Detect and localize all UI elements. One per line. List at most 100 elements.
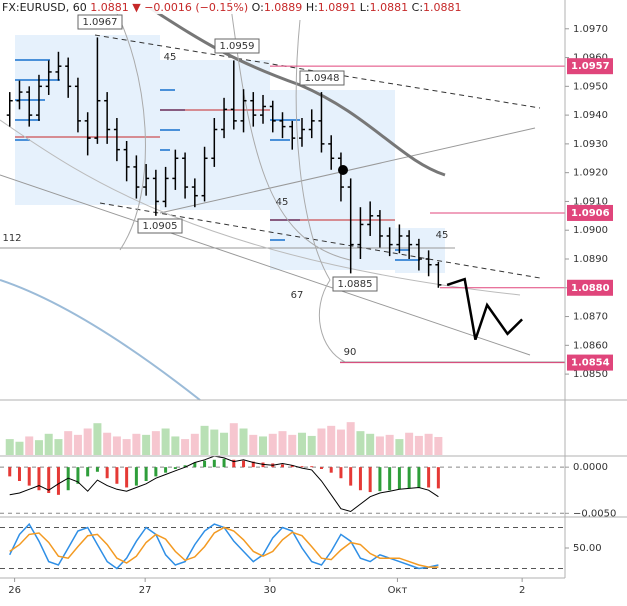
macd-bar [76, 467, 80, 484]
level-label: 1.0854 [571, 358, 610, 369]
volume-bar [5, 439, 14, 455]
macd-bar [290, 465, 294, 468]
y-tick-label: 1.0860 [573, 340, 608, 351]
macd-bar [154, 467, 158, 477]
stoch-line [9, 522, 439, 570]
macd-bar [349, 467, 353, 486]
x-tick-label: 27 [139, 585, 152, 596]
volume-bar [278, 431, 287, 455]
macd-bar [242, 460, 246, 468]
symbol: FX:EURUSD, 60 [2, 1, 87, 14]
volume-bar [356, 431, 365, 455]
time-axis-panel [0, 578, 565, 606]
axes: 1.0850 1.0860 1.0870 1.0880 1.0890 1.0900 1.09… [8, 24, 616, 596]
macd-bar [27, 467, 31, 486]
y-tick-label: 1.0950 [573, 81, 608, 92]
annotation: 1.0948 [305, 73, 340, 84]
volume-bar [151, 431, 160, 455]
macd-bar [407, 467, 411, 489]
macd-bar [164, 467, 168, 473]
annotation: 1.0967 [83, 17, 118, 28]
y-tick-label: 1.0940 [573, 110, 608, 121]
y-tick-label: 1.0930 [573, 139, 608, 150]
macd-bar [427, 467, 431, 488]
macd-bar [378, 467, 382, 492]
volume-bar [395, 439, 404, 455]
plot-area: 1.0967 1.0959 1.0948 1.0905 1.0885 45 45 45 67 90… [0, 14, 565, 570]
volume-bar [103, 432, 112, 455]
volume-bar [229, 423, 238, 455]
close-label: C: [411, 1, 424, 14]
level-label: 1.0906 [571, 208, 610, 219]
annotation: 45 [164, 52, 177, 63]
macd-bar [37, 467, 41, 491]
volume-bar [259, 436, 268, 455]
x-tick-label: 26 [8, 585, 21, 596]
volume-bar [297, 432, 306, 455]
macd-bar [144, 467, 148, 481]
y-tick-label: 1.0890 [573, 254, 608, 265]
annotation: 1.0905 [143, 221, 178, 232]
volume-profile [15, 59, 420, 261]
last-price: 1.0881 [90, 1, 129, 14]
volume-bar [405, 432, 414, 455]
volume-bar [112, 436, 121, 455]
macd-bar [17, 467, 21, 481]
change: −0.0016 (−0.15%) [144, 1, 249, 14]
macd-bar [86, 467, 90, 477]
macd-bar [125, 467, 129, 488]
macd-bar [47, 467, 51, 493]
price-callout-box [137, 218, 183, 234]
volume-bar [346, 422, 355, 455]
y-tick-label: 1.0970 [573, 24, 608, 35]
x-tick-label: 30 [263, 585, 276, 596]
volume-bar [375, 436, 384, 455]
annotation: 90 [344, 347, 357, 358]
annotation: 112 [2, 233, 21, 244]
y-tick-label: 1.0870 [573, 312, 608, 323]
annotation: 67 [291, 290, 304, 301]
volume-bar [44, 433, 53, 455]
macd-bar [95, 467, 99, 472]
axis-panel [565, 0, 627, 606]
volume-bar [249, 434, 258, 455]
y-tick-label: 1.0910 [573, 196, 608, 207]
y-tick-label: 0.0000 [573, 462, 608, 473]
macd-bar [232, 459, 236, 468]
macd-bar [368, 467, 372, 493]
volume-bar [200, 425, 209, 455]
y-tick-label: 1.0920 [573, 168, 608, 179]
y-tick-label: 1.0850 [573, 369, 608, 380]
open-label: O: [251, 1, 264, 14]
change-arrow: ▼ [132, 1, 141, 14]
volume-bar [132, 433, 141, 455]
macd-bar [310, 466, 314, 468]
volume-bar [161, 428, 170, 455]
annotation: 1.0959 [220, 41, 255, 52]
volume-bar [239, 428, 248, 455]
y-tick-label: 1.0960 [573, 53, 608, 64]
annotation: 45 [276, 197, 289, 208]
volume-bar [220, 432, 229, 455]
volume-bar [327, 425, 336, 455]
low-value: 1.0881 [369, 1, 409, 14]
macd-bar [300, 466, 304, 468]
macd-bar [203, 460, 207, 468]
close-value: 1.0881 [423, 1, 462, 14]
level-tag [567, 204, 613, 221]
price-callout-box [214, 38, 260, 54]
macd-bar [173, 467, 177, 469]
volume-bar [190, 433, 199, 455]
annotation: 45 [436, 230, 449, 241]
macd-bar [281, 464, 284, 468]
volume-bar [83, 428, 92, 455]
macd-bar [134, 467, 138, 486]
volume-bar [288, 434, 297, 455]
volume-bar [73, 434, 82, 455]
volume-bar [54, 439, 63, 455]
volume-bar [210, 429, 219, 455]
level-label: 1.0957 [571, 61, 610, 72]
macd-bar [397, 467, 401, 490]
